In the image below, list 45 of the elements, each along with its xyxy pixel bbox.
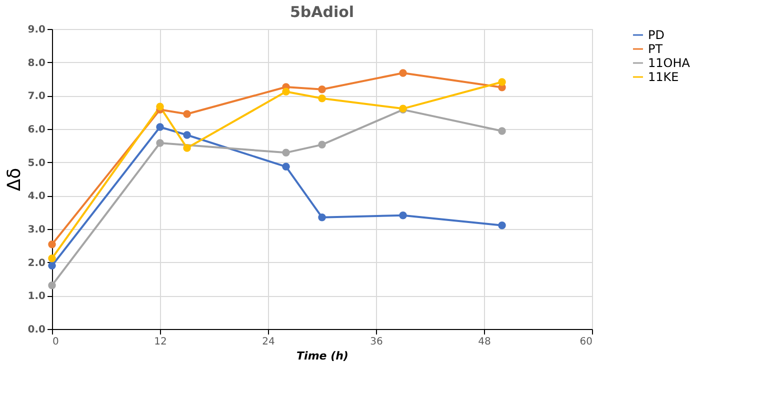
point xyxy=(282,88,290,96)
point xyxy=(282,162,290,171)
x-tick-label: 36 xyxy=(370,336,383,348)
y-tick-label: 6.0 xyxy=(28,124,46,136)
point xyxy=(399,211,407,220)
point xyxy=(498,221,506,230)
point xyxy=(183,131,191,139)
legend-label: PD xyxy=(648,28,664,42)
y-tick-label: 9.0 xyxy=(28,24,46,36)
point xyxy=(48,254,56,262)
chart-title: 5bAdiol xyxy=(290,3,354,21)
x-tick-label: 24 xyxy=(262,336,275,348)
point xyxy=(156,139,164,147)
point xyxy=(48,240,56,248)
x-tick-label: 60 xyxy=(580,336,592,348)
x-tick-label: 48 xyxy=(478,336,491,348)
point xyxy=(282,148,290,157)
y-tick-label: 3.0 xyxy=(28,224,46,236)
legend-label: 11OHA xyxy=(648,56,691,70)
point xyxy=(318,85,326,94)
point xyxy=(156,102,164,111)
point xyxy=(48,281,56,290)
point xyxy=(156,123,164,131)
y-tick-label: 0.0 xyxy=(28,324,46,336)
point xyxy=(318,213,326,222)
point xyxy=(183,110,191,118)
y-tick-label: 1.0 xyxy=(28,291,46,302)
y-tick-label: 2.0 xyxy=(28,258,46,269)
y-axis-title: Δδ xyxy=(4,168,25,192)
y-tick-label: 7.0 xyxy=(28,91,46,102)
point xyxy=(318,94,326,102)
y-tick-label: 8.0 xyxy=(28,58,46,69)
point xyxy=(183,144,191,152)
point xyxy=(498,127,506,135)
legend-label: 11KE xyxy=(648,70,679,84)
point xyxy=(498,78,506,86)
y-tick-label: 4.0 xyxy=(28,191,46,202)
x-tick-label: 0 xyxy=(52,336,59,348)
point xyxy=(48,262,56,270)
x-tick-label: 12 xyxy=(154,336,167,348)
y-tick-label: 5.0 xyxy=(28,158,46,169)
point xyxy=(399,69,407,77)
point xyxy=(318,140,326,149)
x-axis-title: Time (h) xyxy=(296,350,348,362)
legend-label: PT xyxy=(648,42,664,56)
